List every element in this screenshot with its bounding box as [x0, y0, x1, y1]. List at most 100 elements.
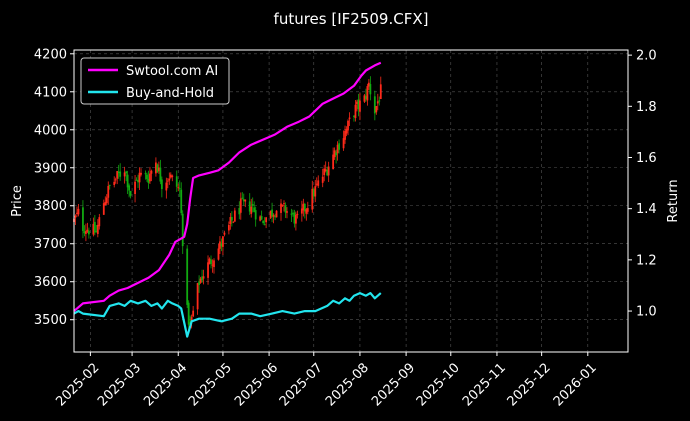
- candle-body: [272, 215, 275, 217]
- candle-body: [326, 169, 329, 176]
- candle-body: [286, 211, 288, 213]
- line-buy-and-hold: [73, 292, 382, 338]
- candle-body: [102, 203, 105, 215]
- y-left-tick-label: 4000: [34, 123, 67, 138]
- candle-body: [260, 216, 263, 220]
- candle-body: [202, 276, 205, 279]
- candle-body: [263, 224, 266, 226]
- candle-body: [333, 150, 336, 158]
- candle-body: [369, 84, 372, 95]
- candle-body: [230, 217, 233, 221]
- candle-body: [150, 170, 153, 174]
- candle-body: [156, 164, 159, 172]
- candle-body: [332, 154, 335, 170]
- candle-body: [201, 276, 203, 281]
- candle-body: [283, 203, 285, 205]
- candle-body: [210, 259, 212, 265]
- candle-body: [199, 278, 202, 283]
- candle-body: [107, 185, 110, 198]
- candle-body: [146, 174, 148, 180]
- candle-body: [353, 115, 355, 117]
- chart-title: futures [IF2509.CFX]: [274, 10, 429, 28]
- candle-body: [376, 101, 379, 104]
- candle-body: [311, 188, 314, 210]
- candle-body: [321, 176, 324, 183]
- candle-body: [144, 173, 147, 175]
- candle-body: [242, 199, 245, 202]
- candle-body: [335, 152, 338, 156]
- candle-body: [375, 106, 378, 113]
- candle-body: [357, 99, 360, 110]
- candle-body: [305, 209, 308, 214]
- candle-body: [117, 171, 120, 174]
- candle-body: [220, 243, 223, 247]
- candle-body: [76, 212, 78, 214]
- candle-body: [177, 187, 180, 189]
- candle-body: [238, 207, 241, 215]
- y-right-tick-label: 1.8: [636, 100, 657, 115]
- candle-body: [86, 229, 89, 232]
- legend: Swtool.com AI Buy-and-Hold: [80, 57, 230, 105]
- line-swtool-ai: [73, 61, 382, 312]
- candle-body: [74, 215, 77, 218]
- candle-body: [227, 224, 230, 231]
- candle-body: [253, 207, 256, 212]
- candle-body: [229, 217, 232, 224]
- candle-body: [192, 310, 195, 317]
- candle-body: [219, 241, 221, 249]
- candle-body: [271, 209, 273, 217]
- candle-body: [196, 283, 199, 310]
- candle-body: [327, 166, 330, 176]
- candle-body: [274, 216, 276, 218]
- candle-body: [336, 144, 339, 154]
- candle-body: [317, 180, 320, 186]
- candle-body: [223, 232, 226, 235]
- candle-body: [96, 224, 99, 234]
- candle-body: [87, 230, 90, 235]
- candle-body: [254, 210, 257, 220]
- candle-body: [241, 197, 244, 199]
- candle-body: [315, 183, 318, 185]
- candle-body: [140, 172, 142, 175]
- candle-body: [178, 188, 181, 190]
- candle-body: [187, 302, 190, 325]
- candle-body: [300, 208, 303, 214]
- candle-body: [250, 206, 253, 214]
- candle-body: [356, 101, 358, 105]
- candle-body: [373, 96, 376, 114]
- candle-body: [296, 213, 299, 215]
- candle-body: [290, 213, 293, 215]
- candle-body: [159, 167, 162, 182]
- candle-body: [284, 205, 287, 213]
- candle-body: [338, 143, 340, 150]
- candle-body: [262, 220, 265, 224]
- candle-body: [160, 179, 163, 190]
- y-axis-right-label: Return: [666, 179, 681, 222]
- candle-body: [129, 190, 132, 196]
- candle-body: [166, 180, 169, 182]
- y-right-tick-label: 2.0: [636, 49, 657, 64]
- candle-body: [138, 172, 141, 183]
- candle-body: [354, 104, 357, 119]
- return-lines: [73, 61, 382, 338]
- candle-body: [198, 281, 200, 285]
- candle-body: [239, 198, 242, 213]
- candle-body: [306, 208, 309, 212]
- candle-body: [367, 82, 370, 87]
- candle-body: [342, 138, 345, 149]
- candle-body: [157, 167, 160, 171]
- candle-body: [217, 248, 220, 260]
- candle-body: [190, 317, 193, 322]
- y-right-tick-label: 1.2: [636, 253, 657, 268]
- candle-body: [347, 120, 349, 131]
- y-right-tick-label: 1.0: [636, 305, 657, 320]
- candle-body: [104, 201, 107, 206]
- candle-body: [265, 217, 268, 223]
- candle-body: [302, 203, 305, 211]
- candle-body: [186, 248, 189, 305]
- candle-body: [113, 181, 116, 185]
- y-left-tick-label: 4200: [34, 47, 67, 62]
- candle-body: [147, 178, 150, 184]
- candle-body: [128, 185, 131, 191]
